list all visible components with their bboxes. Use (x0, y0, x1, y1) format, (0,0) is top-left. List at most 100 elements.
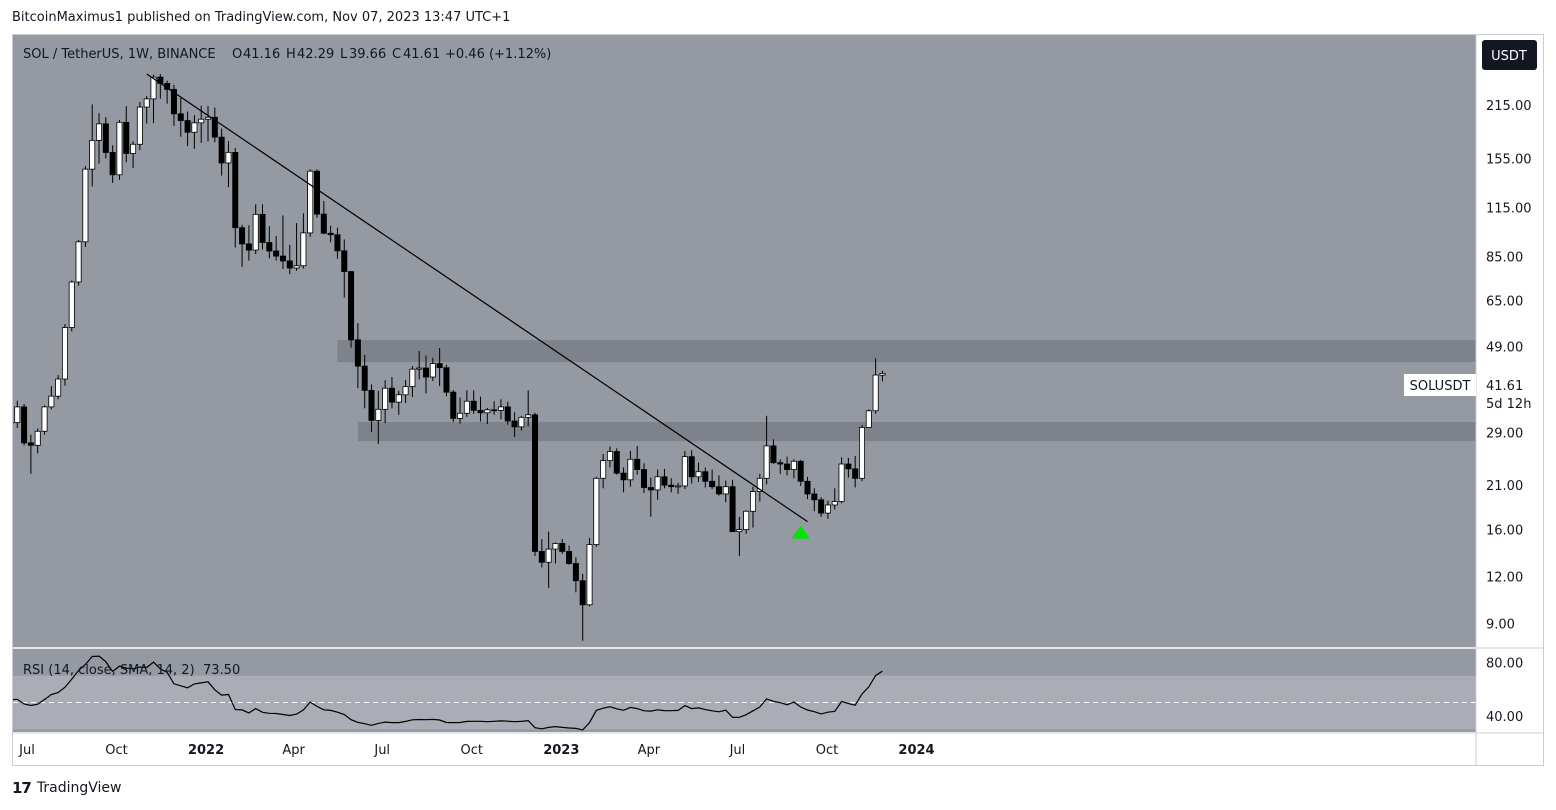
candle[interactable] (341, 239, 348, 298)
candle[interactable] (225, 141, 232, 188)
candle[interactable] (388, 377, 395, 409)
candlestick-chart[interactable]: 275.00215.00155.00115.0085.0065.0049.002… (13, 35, 1543, 765)
candle[interactable] (784, 456, 791, 476)
candle[interactable] (668, 478, 675, 493)
candle[interactable] (879, 370, 886, 382)
candle[interactable] (382, 380, 389, 424)
candle[interactable] (818, 497, 825, 517)
candle[interactable] (634, 445, 641, 475)
candle[interactable] (763, 415, 770, 485)
candle[interactable] (729, 479, 736, 533)
candle[interactable] (334, 227, 341, 259)
candle[interactable] (647, 477, 654, 517)
candle[interactable] (450, 389, 457, 423)
candle[interactable] (532, 412, 539, 557)
candle[interactable] (641, 463, 648, 494)
candle[interactable] (327, 225, 334, 243)
candle[interactable] (859, 425, 866, 482)
candle[interactable] (409, 366, 416, 398)
candle[interactable] (497, 399, 504, 420)
candle[interactable] (838, 457, 845, 504)
candle[interactable] (34, 428, 41, 454)
candle[interactable] (61, 323, 68, 386)
candle[interactable] (688, 450, 695, 484)
candle[interactable] (314, 169, 321, 218)
candle[interactable] (559, 539, 566, 554)
candle[interactable] (804, 476, 811, 499)
candle[interactable] (736, 516, 743, 557)
currency-badge[interactable]: USDT (1482, 40, 1537, 70)
candle[interactable] (777, 459, 784, 474)
candle[interactable] (75, 239, 82, 286)
candle[interactable] (123, 106, 130, 163)
horizontal-zone-1[interactable] (337, 340, 1476, 363)
candle[interactable] (170, 84, 177, 126)
candle[interactable] (463, 390, 470, 417)
candle[interactable] (600, 454, 607, 489)
candle[interactable] (259, 204, 266, 250)
candle[interactable] (368, 384, 375, 432)
candle[interactable] (232, 147, 239, 248)
candle[interactable] (695, 462, 702, 483)
candle[interactable] (504, 401, 511, 425)
candle[interactable] (845, 457, 852, 478)
candle[interactable] (184, 111, 191, 147)
candle[interactable] (293, 223, 300, 271)
candle[interactable] (423, 355, 430, 394)
candle[interactable] (552, 542, 559, 564)
candle[interactable] (756, 473, 763, 502)
candle[interactable] (41, 405, 48, 435)
candle[interactable] (477, 396, 484, 422)
candle[interactable] (743, 510, 750, 534)
candle[interactable] (811, 488, 818, 512)
candle[interactable] (491, 401, 498, 415)
candle[interactable] (300, 213, 307, 269)
candle[interactable] (518, 415, 525, 431)
candle[interactable] (865, 409, 872, 428)
candle[interactable] (266, 226, 273, 259)
candle[interactable] (279, 215, 286, 270)
candle[interactable] (150, 74, 157, 124)
candle[interactable] (572, 557, 579, 593)
candle[interactable] (102, 117, 109, 159)
candle[interactable] (82, 166, 89, 247)
candle[interactable] (211, 107, 218, 143)
candle[interactable] (245, 225, 252, 261)
candle[interactable] (715, 475, 722, 496)
candle[interactable] (96, 113, 103, 164)
candle[interactable] (286, 244, 293, 275)
candle[interactable] (27, 434, 34, 474)
candle[interactable] (613, 448, 620, 475)
candle[interactable] (395, 390, 402, 415)
candle[interactable] (586, 537, 593, 607)
candle[interactable] (593, 476, 600, 547)
candle[interactable] (627, 450, 634, 487)
candle[interactable] (143, 96, 150, 124)
candle[interactable] (654, 469, 661, 500)
candle[interactable] (457, 397, 464, 424)
candle[interactable] (852, 456, 859, 488)
descending-trendline[interactable] (146, 73, 808, 523)
candle[interactable] (872, 358, 879, 414)
candle[interactable] (797, 459, 804, 486)
candle[interactable] (136, 102, 143, 151)
candle[interactable] (661, 468, 668, 489)
candle[interactable] (824, 500, 831, 519)
candle[interactable] (218, 128, 225, 176)
candle[interactable] (770, 439, 777, 465)
candle[interactable] (416, 351, 423, 380)
candle[interactable] (68, 280, 75, 332)
candle[interactable] (606, 446, 613, 468)
candle[interactable] (579, 573, 586, 641)
candle[interactable] (831, 488, 838, 510)
candle[interactable] (354, 323, 361, 389)
candle[interactable] (545, 531, 552, 588)
candle[interactable] (675, 482, 682, 494)
candle[interactable] (429, 357, 436, 382)
candle[interactable] (177, 97, 184, 137)
candle[interactable] (375, 390, 382, 445)
candle[interactable] (681, 450, 688, 490)
candle[interactable] (511, 412, 518, 437)
candle[interactable] (538, 539, 545, 568)
candle[interactable] (525, 390, 532, 427)
